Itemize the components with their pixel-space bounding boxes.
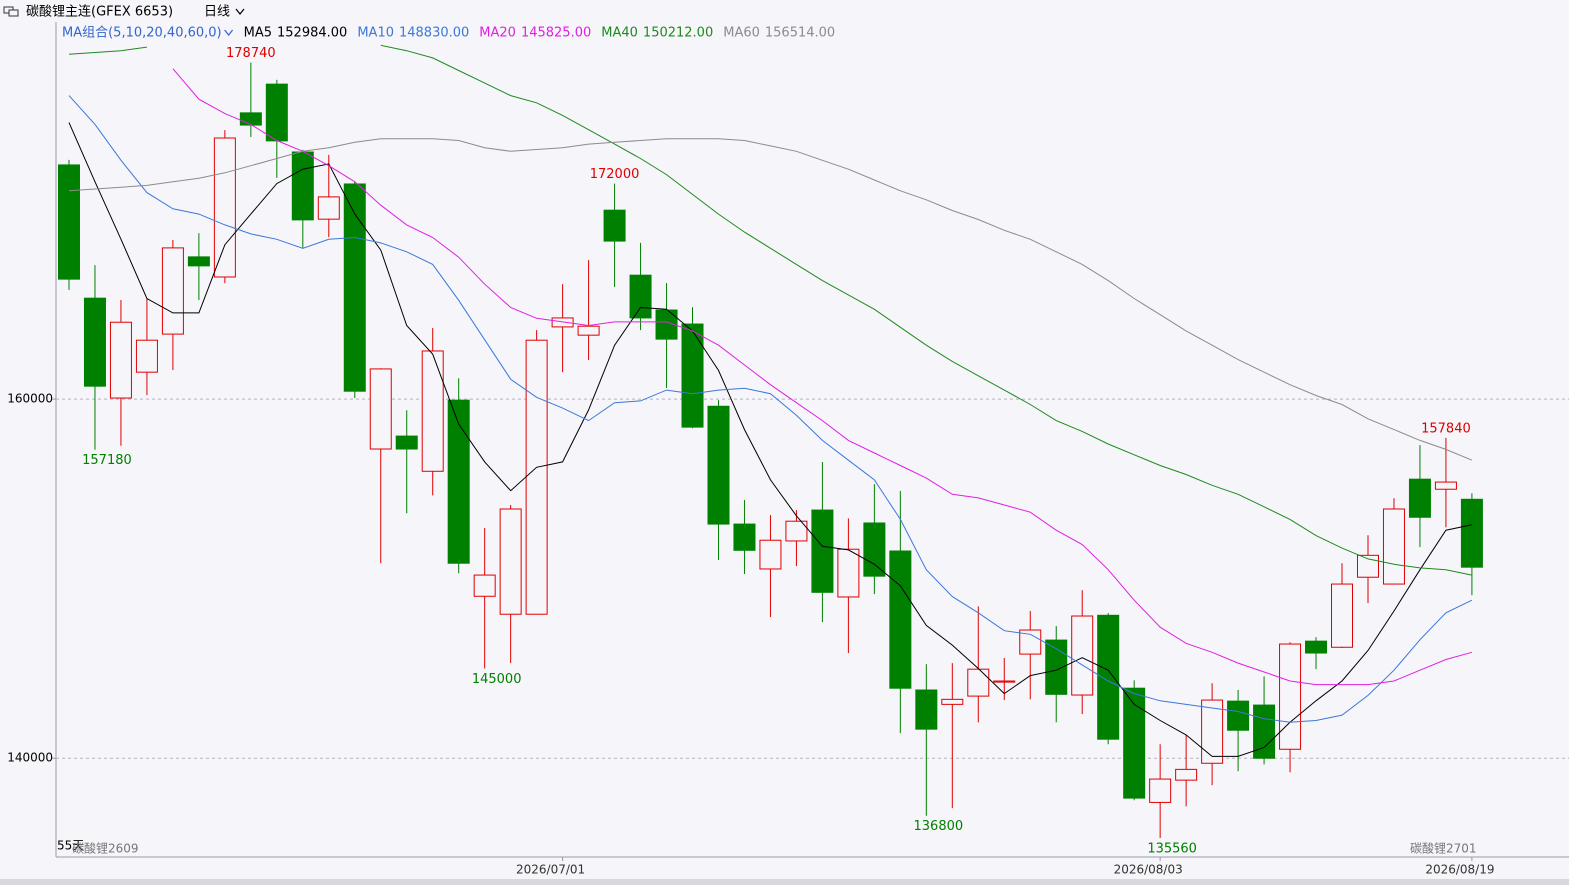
- symbol-title: 碳酸锂主连(GFEX 6653): [26, 4, 173, 20]
- plot-area: 140000 160000 2026/07/01 2026/08/03 2026/08/…: [7, 44, 1569, 877]
- x-tick-label: 2026/08/19: [1425, 863, 1494, 877]
- candle-body: [291, 151, 314, 221]
- candle-body: [759, 539, 782, 570]
- left-contract-label: 碳酸锂2609: [72, 841, 139, 856]
- candle-body: [941, 698, 964, 705]
- candle-body: [837, 548, 860, 598]
- bottom-strip: [0, 879, 1569, 885]
- candle-body: [1097, 614, 1120, 740]
- candle-body: [369, 368, 392, 450]
- candle-body: [681, 323, 704, 428]
- ma-line: [68, 138, 1473, 461]
- candle-body: [1408, 478, 1431, 518]
- candle-body: [1356, 554, 1379, 578]
- candle-body: [1253, 704, 1276, 759]
- high-label: 178740: [226, 46, 276, 61]
- candle-body: [317, 196, 340, 220]
- legend-value: 145825.00: [521, 26, 591, 41]
- legend-name: MA10: [357, 26, 394, 41]
- legend-name: MA5: [244, 26, 272, 41]
- candle-body: [525, 339, 548, 615]
- candle-body: [603, 209, 626, 242]
- candle-body: [1460, 498, 1483, 568]
- candle-body: [1175, 768, 1198, 781]
- low-label: 157180: [82, 453, 132, 468]
- candle-body: [239, 112, 262, 126]
- candle-body: [83, 297, 106, 387]
- low-label: 135560: [1147, 841, 1197, 856]
- candle-body: [577, 325, 600, 336]
- ma-line: [68, 95, 1473, 723]
- candle-body: [57, 164, 80, 280]
- legend-value: 150212.00: [643, 26, 713, 41]
- candle-body: [1305, 640, 1328, 654]
- legend-name: MA60: [723, 26, 760, 41]
- candle-body: [161, 247, 184, 335]
- y-tick-label: 160000: [7, 392, 53, 406]
- candle-body: [629, 274, 652, 319]
- candle-body: [785, 520, 808, 542]
- ma-line: [172, 68, 1473, 686]
- candle-body: [1434, 481, 1457, 490]
- candle-body: [863, 522, 886, 577]
- legend-value: 148830.00: [399, 26, 469, 41]
- candle-body: [551, 317, 574, 328]
- high-label: 157840: [1421, 421, 1471, 436]
- candle-body: [213, 137, 236, 278]
- candle-body: [1382, 508, 1405, 585]
- candle-body: [811, 509, 834, 593]
- candle-body: [395, 435, 418, 450]
- candle-body: [187, 256, 210, 267]
- candle-body: [1201, 699, 1224, 764]
- x-tick-label: 2026/08/03: [1114, 863, 1183, 877]
- ma-line: [68, 44, 1473, 576]
- candle-body: [109, 321, 132, 399]
- candle-body: [1045, 639, 1068, 695]
- candle-body: [1019, 629, 1042, 655]
- header-bar: [0, 0, 1569, 22]
- candle-body: [1123, 687, 1146, 799]
- candle-body: [733, 523, 756, 551]
- high-label: 172000: [590, 167, 640, 182]
- legend-value: 152984.00: [277, 26, 347, 41]
- candle-body: [1227, 700, 1250, 731]
- low-label: 145000: [472, 672, 522, 687]
- low-label: 136800: [914, 819, 964, 834]
- candle-body: [655, 309, 678, 340]
- candle-body: [265, 83, 288, 142]
- candle-body: [1071, 615, 1094, 696]
- indicator-dropdown-arrow[interactable]: [224, 29, 234, 36]
- legend-name: MA40: [601, 26, 638, 41]
- days-label: 55天: [57, 839, 84, 853]
- candle-body: [967, 668, 990, 697]
- candle-body: [343, 183, 366, 392]
- legend-value: 156514.00: [765, 26, 835, 41]
- right-contract-label: 碳酸锂2701: [1410, 841, 1477, 856]
- y-tick-label: 140000: [7, 751, 53, 765]
- indicator-selector[interactable]: MA组合(5,10,20,40,60,0): [62, 26, 222, 41]
- candle-body: [1149, 778, 1172, 803]
- candle-body: [1331, 583, 1354, 648]
- candle-body: [499, 508, 522, 615]
- candle-body: [707, 405, 730, 525]
- candle-body: [135, 339, 158, 373]
- candle-body: [889, 550, 912, 689]
- window-icon: [3, 6, 19, 17]
- candle-body: [447, 399, 470, 564]
- legend: MA组合(5,10,20,40,60,0) MA5 152984.00 MA10 148…: [62, 26, 835, 41]
- x-tick-label: 2026/07/01: [516, 863, 585, 877]
- candle-body: [915, 689, 938, 730]
- ma-line: [68, 122, 1473, 757]
- period-selector[interactable]: 日线: [204, 5, 230, 20]
- candle-body: [421, 350, 444, 472]
- legend-name: MA20: [479, 26, 516, 41]
- candle-body: [473, 574, 496, 597]
- candle-body: [993, 680, 1016, 683]
- period-dropdown-arrow[interactable]: [235, 8, 245, 15]
- candle-body: [1279, 643, 1302, 750]
